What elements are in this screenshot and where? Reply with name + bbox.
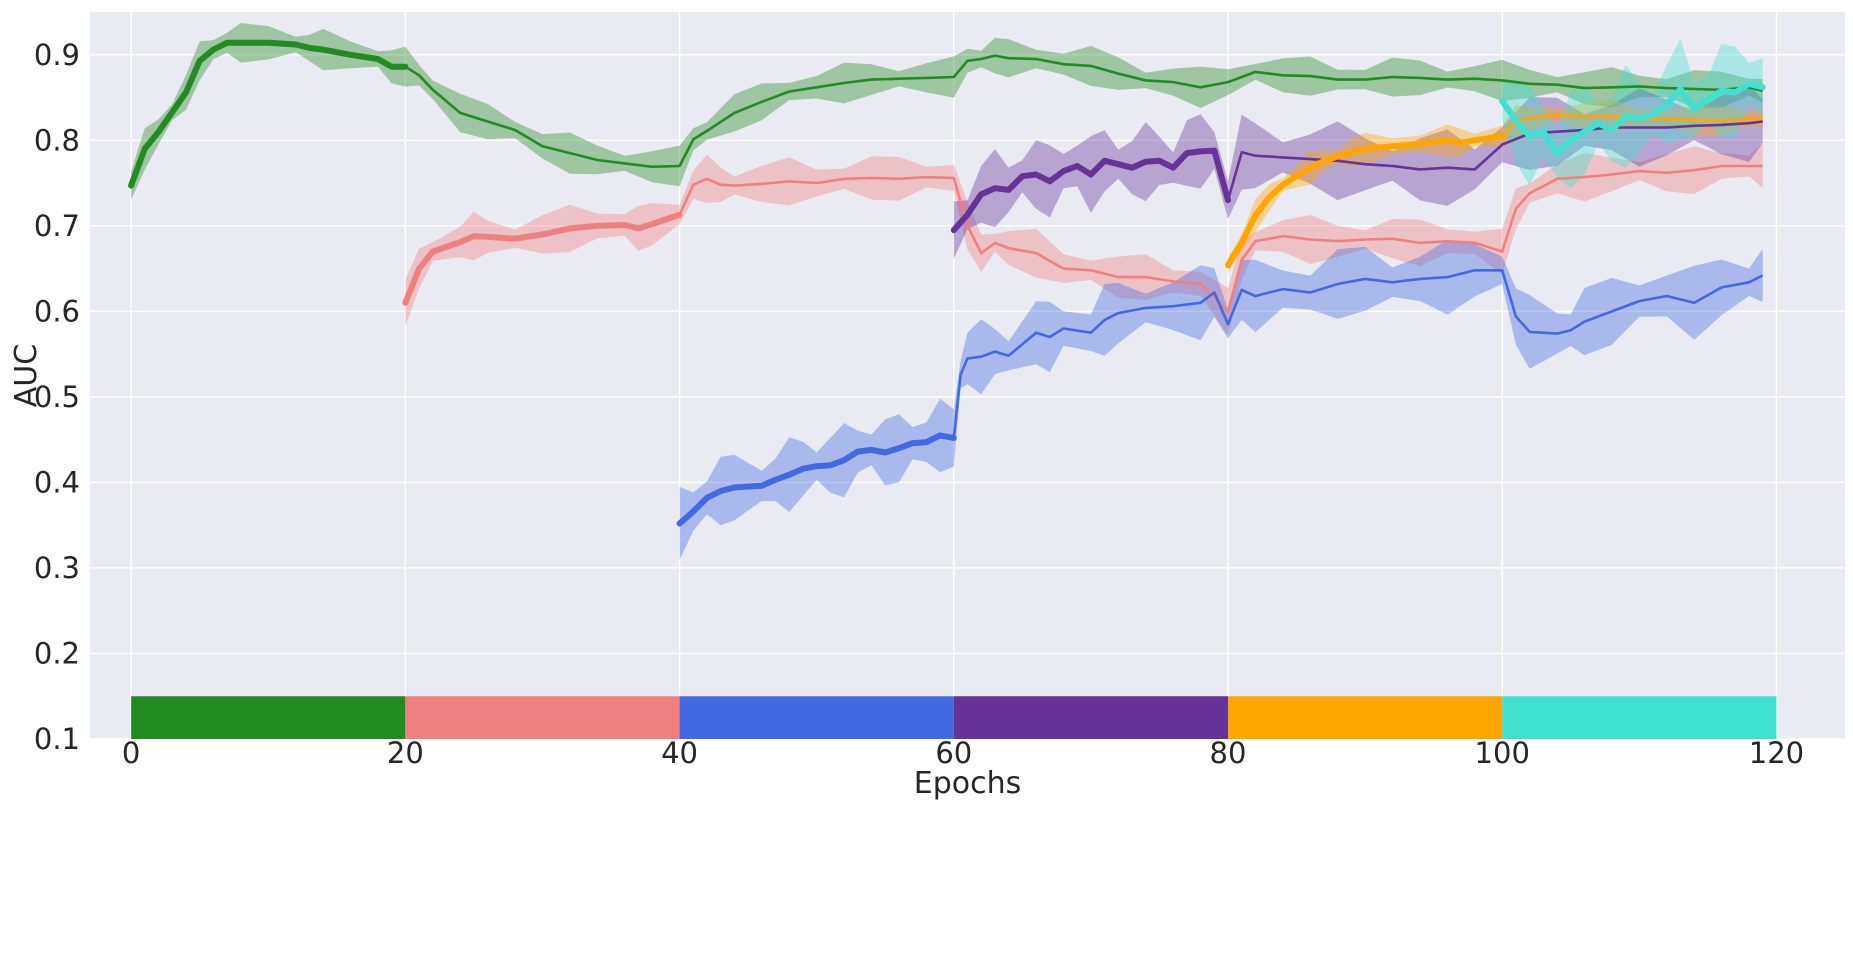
y-axis-label: AUC bbox=[9, 344, 44, 407]
band-task-6 bbox=[1502, 38, 1763, 189]
y-tick-labels: 0.1 0.2 0.3 0.4 0.5 0.6 0.7 0.8 0.9 bbox=[34, 38, 80, 756]
task-bar-segment-3 bbox=[679, 696, 954, 739]
band-task-1 bbox=[131, 23, 1763, 200]
line-task-1-active bbox=[128, 39, 409, 189]
task-bar-segment-1 bbox=[131, 696, 406, 739]
x-tick-label: 80 bbox=[1210, 736, 1247, 770]
y-tick-label: 0.7 bbox=[34, 209, 80, 243]
band-task-5 bbox=[1228, 99, 1763, 273]
y-tick-label: 0.5 bbox=[34, 380, 80, 414]
series-lines bbox=[128, 39, 1766, 527]
task-bar bbox=[131, 696, 1777, 739]
task-bar-segment-5 bbox=[1228, 696, 1503, 739]
y-tick-label: 0.8 bbox=[34, 123, 80, 157]
task-bar-segment-6 bbox=[1502, 696, 1777, 739]
x-tick-label: 20 bbox=[387, 736, 424, 770]
task-bar-segment-4 bbox=[953, 696, 1229, 739]
line-task-6-active bbox=[1499, 80, 1766, 157]
line-task-5-active bbox=[1225, 133, 1506, 269]
x-tick-label: 40 bbox=[661, 736, 698, 770]
line-task-4-active bbox=[950, 147, 1231, 234]
y-tick-label: 0.9 bbox=[34, 38, 80, 72]
line-task-2-after bbox=[678, 164, 1763, 313]
line-task-4-after bbox=[1226, 120, 1763, 201]
line-task-2-active bbox=[402, 211, 683, 306]
line-task-1-after bbox=[404, 54, 1764, 169]
y-tick-label: 0.2 bbox=[34, 636, 80, 670]
x-tick-label: 100 bbox=[1475, 736, 1530, 770]
x-tick-label: 0 bbox=[122, 736, 140, 770]
band-task-4 bbox=[953, 84, 1763, 259]
y-tick-label: 0.6 bbox=[34, 294, 80, 328]
x-axis-label: Epochs bbox=[914, 766, 1022, 801]
line-task-3-active bbox=[676, 432, 957, 527]
x-tick-labels: 0 20 40 60 80 100 120 bbox=[122, 736, 1804, 770]
x-tick-label: 60 bbox=[935, 736, 972, 770]
y-tick-label: 0.3 bbox=[34, 551, 80, 585]
y-tick-label: 0.4 bbox=[34, 465, 80, 499]
x-tick-label: 120 bbox=[1749, 736, 1804, 770]
task-bar-segment-2 bbox=[405, 696, 680, 739]
y-tick-label: 0.1 bbox=[34, 722, 80, 756]
line-task-3-after bbox=[952, 269, 1764, 439]
band-task-2 bbox=[405, 143, 1763, 335]
